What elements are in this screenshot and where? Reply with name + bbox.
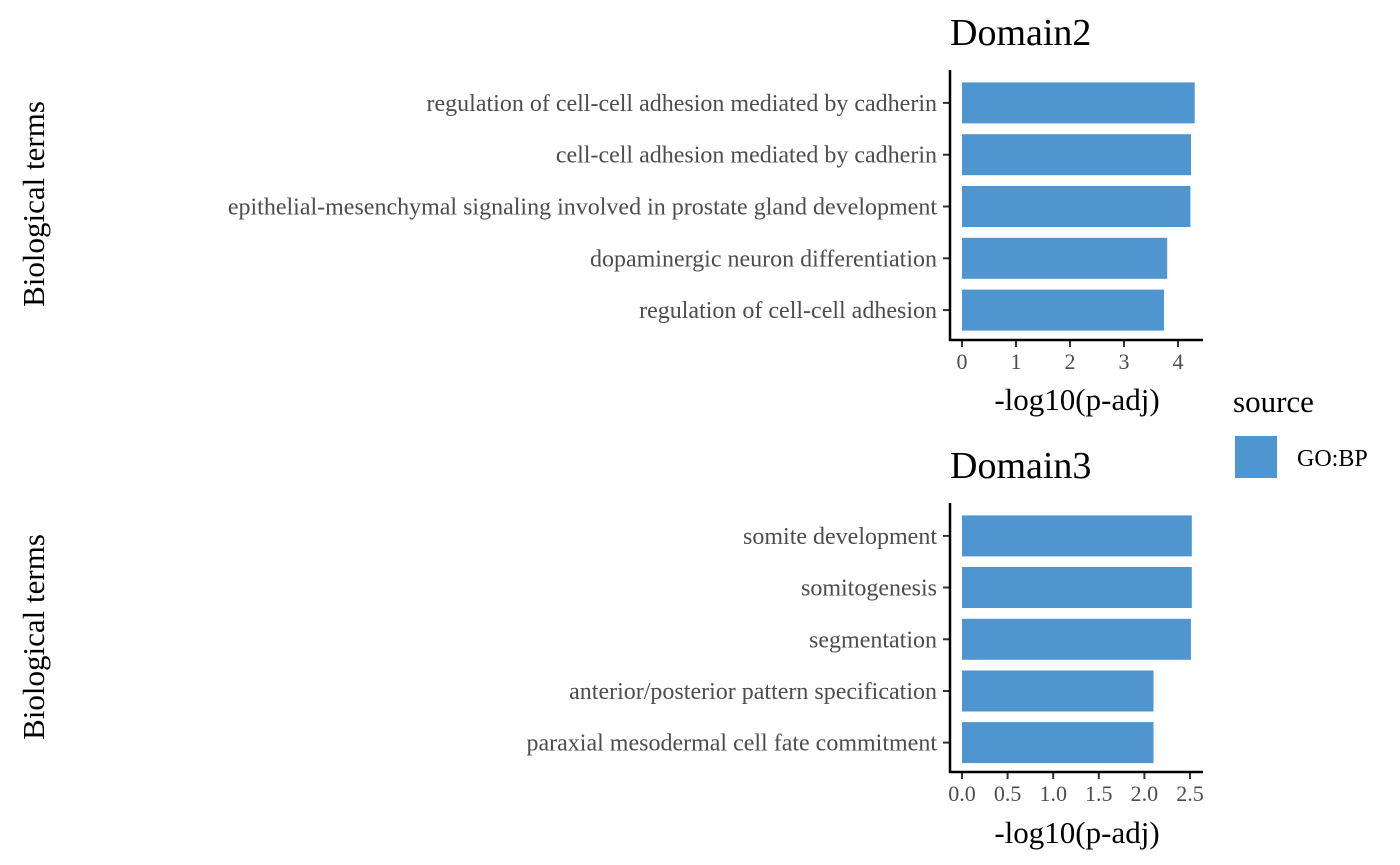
panel-title: Domain3 — [950, 445, 1091, 487]
x-tick-label: 2.5 — [1176, 781, 1204, 806]
y-tick-label: somitogenesis — [801, 576, 937, 602]
legend-key — [1235, 436, 1277, 478]
y-tick-label: paraxial mesodermal cell fate commitment — [527, 731, 938, 757]
x-tick-label: 2.0 — [1131, 781, 1159, 806]
y-axis-title: Biological terms — [16, 101, 51, 307]
y-tick-label: anterior/posterior pattern specification — [569, 679, 937, 705]
x-tick-label: 3 — [1119, 349, 1130, 374]
bar — [962, 567, 1192, 608]
x-tick-label: 2 — [1065, 349, 1076, 374]
axis-lines — [948, 503, 1203, 774]
x-tick-label: 4 — [1173, 349, 1184, 374]
panel-domain2: Domain2 Biological terms regulation of c… — [16, 12, 1203, 417]
bar — [962, 515, 1192, 557]
bar — [962, 237, 1168, 279]
x-tick-label: 1 — [1011, 349, 1022, 374]
x-ticks: 0 1 2 3 4 — [957, 340, 1184, 374]
y-tick-label: somite development — [743, 524, 937, 550]
bar — [962, 186, 1191, 227]
legend-label: GO:BP — [1297, 446, 1368, 472]
legend: source GO:BP — [1233, 384, 1368, 478]
x-tick-label: 1.5 — [1085, 781, 1113, 806]
y-tick-label: epithelial-mesenchymal signaling involve… — [228, 195, 937, 221]
bar — [962, 82, 1195, 124]
x-tick-label: 0.5 — [994, 781, 1022, 806]
x-axis-title: -log10(p-adj) — [994, 382, 1159, 417]
bars — [962, 82, 1195, 331]
y-tick-label: segmentation — [809, 627, 937, 653]
y-tick-label: cell-cell adhesion mediated by cadherin — [556, 143, 937, 169]
y-axis-title: Biological terms — [16, 534, 51, 740]
y-tick-labels: regulation of cell-cell adhesion mediate… — [228, 91, 950, 324]
x-tick-label: 0.0 — [948, 781, 976, 806]
bar — [962, 722, 1154, 764]
bar — [962, 134, 1191, 176]
x-axis-title: -log10(p-adj) — [994, 815, 1159, 850]
y-tick-label: regulation of cell-cell adhesion mediate… — [427, 91, 937, 117]
bar — [962, 618, 1191, 660]
y-tick-label: regulation of cell-cell adhesion — [639, 298, 937, 324]
panel-domain3: Domain3 Biological terms somite developm… — [16, 445, 1204, 850]
bar — [962, 289, 1164, 331]
bars — [962, 515, 1192, 764]
x-tick-label: 0 — [957, 349, 968, 374]
panel-title: Domain2 — [950, 12, 1091, 54]
x-tick-label: 1.0 — [1039, 781, 1067, 806]
axis-lines — [948, 70, 1203, 342]
bar — [962, 670, 1154, 712]
y-tick-labels: somite development somitogenesis segmentat… — [527, 524, 950, 757]
x-ticks: 0.0 0.5 1.0 1.5 2.0 2.5 — [948, 772, 1204, 806]
legend-title: source — [1233, 384, 1314, 419]
y-tick-label: dopaminergic neuron differentiation — [590, 246, 937, 272]
